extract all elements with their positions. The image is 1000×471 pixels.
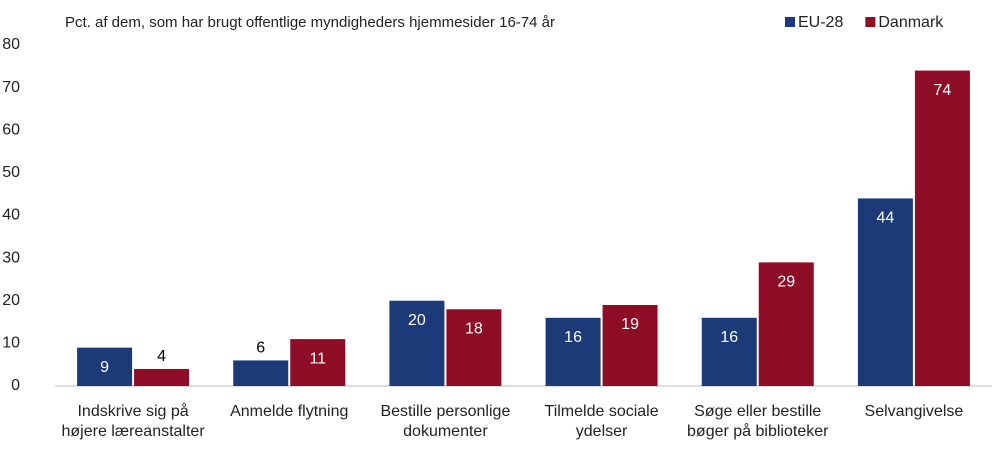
bar — [446, 309, 502, 386]
value-label: 29 — [777, 274, 795, 291]
bar — [602, 305, 658, 386]
y-tick-label: 0 — [11, 377, 20, 394]
value-label: 9 — [100, 359, 109, 376]
legend-swatch — [865, 17, 876, 27]
x-tick-line: Indskrive sig på — [77, 402, 188, 420]
bar — [857, 198, 913, 386]
value-label: 19 — [621, 316, 639, 333]
chart-title: Pct. af dem, som har brugt offentlige my… — [65, 14, 555, 31]
x-tick-line: højere læreanstalter — [61, 423, 205, 440]
x-tick-line: bøger på biblioteker — [687, 422, 829, 440]
value-label: 44 — [877, 210, 895, 227]
value-label: 6 — [256, 340, 265, 357]
y-tick-label: 60 — [2, 121, 20, 138]
y-tick-label: 80 — [2, 36, 20, 53]
bar — [389, 300, 445, 386]
x-tick-line: dokumenter — [403, 423, 488, 440]
bar — [701, 317, 757, 386]
x-tick-line: Bestille personlige — [380, 403, 510, 420]
x-tick-label: Anmelde flytning — [230, 403, 348, 420]
x-tick-label: Selvangivelse — [865, 403, 964, 420]
y-tick-label: 30 — [2, 249, 20, 266]
bar — [545, 317, 601, 386]
bar — [77, 347, 133, 386]
x-tick-line: Tilmelde sociale — [545, 403, 659, 420]
value-label: 11 — [309, 350, 326, 367]
y-tick-label: 20 — [2, 292, 20, 309]
x-tick-line: Søge eller bestille — [694, 403, 821, 420]
legend-label: EU-28 — [798, 14, 843, 31]
x-tick-label: Søge eller bestille bøger på biblioteker — [687, 403, 829, 440]
x-tick-line: Anmelde flytning — [230, 403, 348, 420]
x-tick-label: Tilmelde sociale ydelser — [545, 403, 659, 440]
legend-label: Danmark — [878, 14, 944, 31]
value-label: 18 — [465, 320, 483, 337]
value-label: 16 — [564, 329, 582, 346]
bar — [290, 339, 346, 386]
value-label: 20 — [408, 312, 426, 329]
bar — [233, 360, 289, 386]
bar — [134, 368, 190, 386]
x-tick-label: Indskrive sig på højere læreanstalter — [61, 402, 205, 440]
x-tick-label: Bestille personlige dokumenter — [380, 403, 510, 440]
bar — [758, 262, 814, 386]
y-tick-label: 70 — [2, 79, 20, 96]
y-tick-label: 40 — [2, 207, 20, 224]
value-label: 16 — [720, 329, 738, 346]
value-label: 4 — [157, 348, 166, 365]
x-tick-line: ydelser — [576, 423, 628, 440]
x-tick-line: Selvangivelse — [865, 403, 964, 420]
value-label: 74 — [934, 82, 952, 99]
y-tick-label: 50 — [2, 164, 20, 181]
y-tick-label: 10 — [2, 335, 20, 352]
legend-swatch — [785, 17, 795, 27]
bar — [914, 70, 970, 386]
